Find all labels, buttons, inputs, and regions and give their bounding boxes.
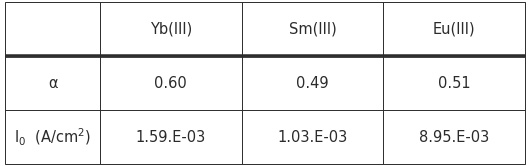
Text: 0.49: 0.49 — [296, 76, 329, 91]
Text: Eu(III): Eu(III) — [433, 21, 475, 36]
Text: Sm(III): Sm(III) — [289, 21, 337, 36]
Text: 1.59.E-03: 1.59.E-03 — [136, 130, 206, 145]
Text: 0.60: 0.60 — [154, 76, 187, 91]
Text: I$_0$  (A/cm$^2$): I$_0$ (A/cm$^2$) — [14, 127, 91, 148]
Text: 1.03.E-03: 1.03.E-03 — [277, 130, 348, 145]
Text: 8.95.E-03: 8.95.E-03 — [419, 130, 489, 145]
Text: α: α — [48, 76, 57, 91]
Text: Yb(III): Yb(III) — [149, 21, 192, 36]
Text: 0.51: 0.51 — [438, 76, 471, 91]
